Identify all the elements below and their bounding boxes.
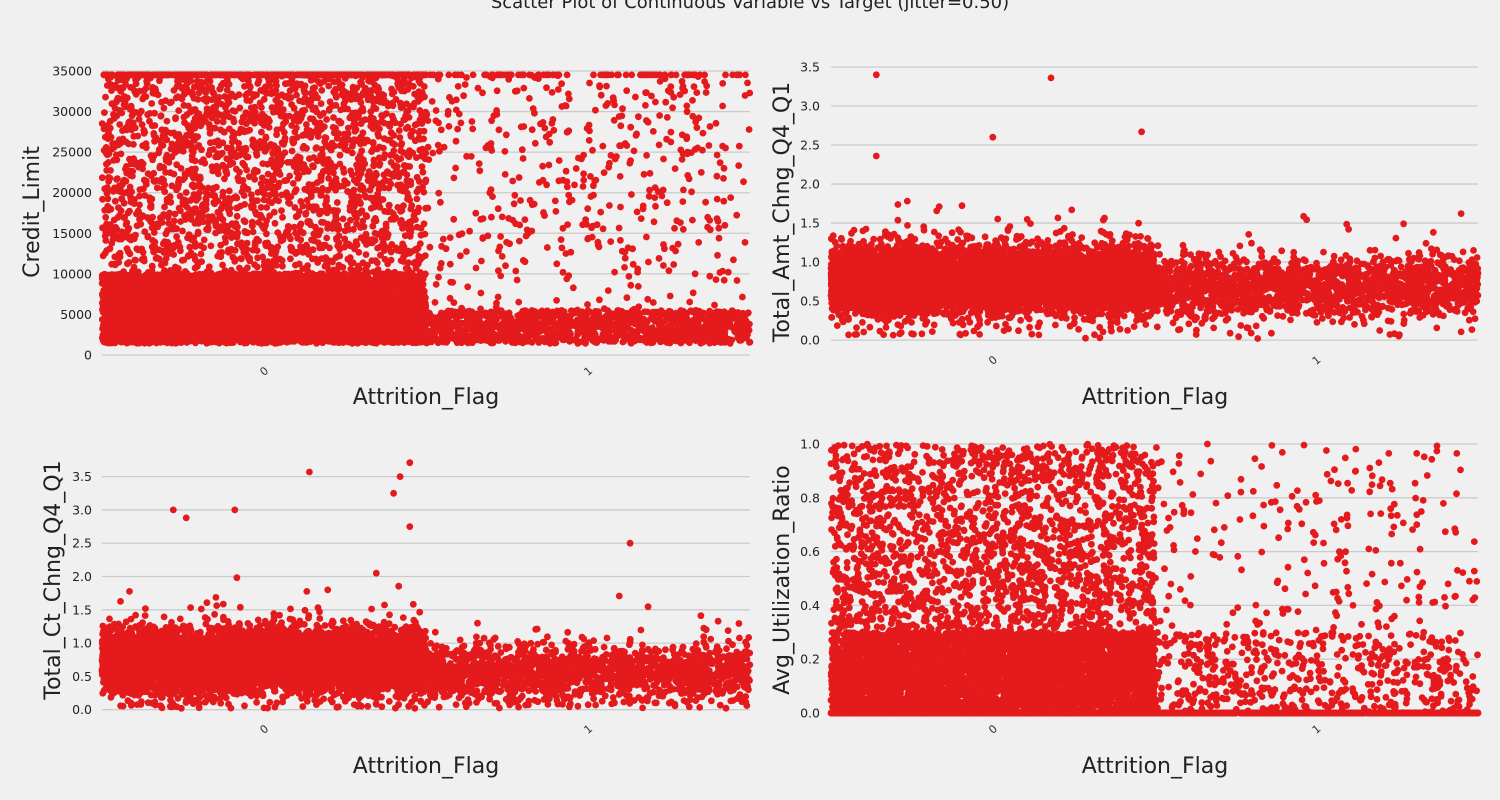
data-point (270, 208, 278, 216)
data-point (320, 109, 327, 117)
data-point (102, 93, 109, 101)
data-point (152, 254, 160, 262)
data-point (194, 228, 202, 236)
data-point (204, 226, 212, 234)
data-point (245, 173, 253, 181)
data-point (407, 205, 415, 213)
data-point (160, 104, 168, 112)
data-point (418, 145, 426, 153)
data-point (413, 195, 421, 203)
data-point (120, 101, 128, 109)
data-point (279, 213, 286, 221)
figure-suptitle: Scatter Plot of Continuous Variable vs T… (491, 0, 1009, 13)
data-point (136, 87, 144, 95)
data-point (396, 134, 404, 141)
data-point (362, 251, 370, 258)
data-point (278, 207, 285, 215)
data-point (326, 244, 333, 252)
data-point (175, 107, 183, 114)
data-point (244, 264, 251, 272)
data-point (303, 121, 310, 128)
data-point (397, 155, 405, 163)
data-point (197, 250, 205, 258)
data-point (337, 106, 345, 114)
data-point (118, 109, 126, 117)
data-point (333, 199, 341, 206)
data-point (271, 219, 279, 227)
data-point (395, 127, 403, 134)
data-point (355, 175, 362, 183)
data-point (359, 107, 367, 115)
data-point (202, 195, 210, 202)
data-point (254, 263, 261, 271)
data-point (344, 124, 352, 132)
data-point (347, 265, 355, 273)
data-point (274, 169, 281, 177)
data-point (164, 214, 172, 221)
data-point (416, 240, 424, 248)
data-point (241, 184, 249, 192)
data-point (161, 259, 169, 267)
data-point (366, 186, 374, 194)
data-point (102, 144, 110, 151)
data-point (223, 155, 231, 163)
data-point (287, 247, 295, 254)
data-point (303, 196, 311, 204)
data-point (130, 132, 138, 140)
data-point (105, 174, 112, 181)
data-point (286, 87, 294, 95)
data-point (101, 109, 108, 116)
data-point (153, 184, 161, 192)
data-point (280, 129, 288, 136)
data-point (272, 81, 280, 89)
data-point (328, 139, 336, 147)
data-point (233, 212, 241, 220)
data-point (144, 233, 152, 241)
data-point (103, 160, 110, 168)
data-point (336, 117, 343, 125)
data-point (150, 132, 158, 140)
data-point (258, 104, 265, 111)
data-point (293, 124, 300, 132)
data-point (162, 230, 170, 238)
data-point (124, 260, 131, 268)
data-point (318, 86, 326, 94)
credit-limit-points (98, 71, 754, 347)
data-point (148, 100, 156, 107)
data-point (238, 255, 245, 263)
data-point (241, 228, 249, 235)
data-point (172, 114, 180, 121)
data-point (241, 218, 249, 226)
data-point (347, 167, 354, 175)
data-point (289, 180, 297, 187)
data-point (225, 187, 233, 195)
data-point (251, 175, 259, 183)
data-point (419, 168, 427, 176)
data-point (293, 91, 300, 99)
data-point (219, 192, 227, 200)
data-point (313, 144, 320, 152)
data-point (202, 189, 210, 196)
data-point (103, 247, 111, 254)
data-point (206, 146, 214, 154)
data-point (302, 209, 310, 217)
data-point (98, 174, 106, 182)
data-point (142, 85, 150, 92)
data-point (380, 144, 387, 152)
data-point (182, 189, 190, 196)
data-point (392, 244, 400, 252)
data-point (308, 236, 315, 244)
data-point (225, 195, 233, 202)
data-point (388, 112, 396, 120)
data-point (345, 226, 353, 233)
data-point (348, 149, 356, 157)
data-point (365, 168, 373, 175)
data-point (177, 218, 185, 225)
data-point (177, 165, 185, 172)
data-point (130, 141, 137, 148)
